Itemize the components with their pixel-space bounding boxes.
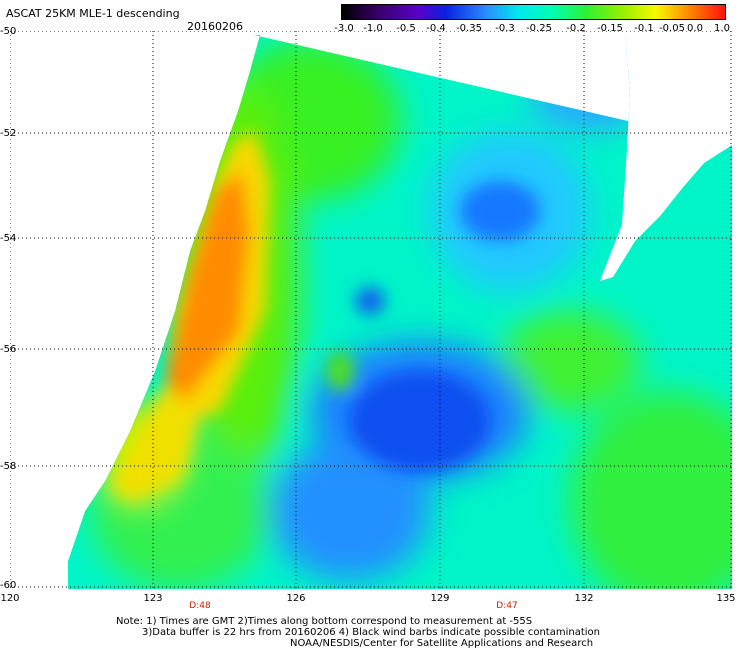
- note-line-2: 3)Data buffer is 22 hrs from 20160206 4)…: [142, 627, 600, 638]
- lon-label: 123: [143, 593, 163, 604]
- lon-label: 132: [574, 593, 594, 604]
- swath-map: [10, 31, 732, 589]
- time-label: D:48: [189, 601, 211, 611]
- graticule: [10, 31, 732, 589]
- colorbar-label: -0.5: [396, 23, 416, 34]
- lat-label: -60: [0, 580, 17, 591]
- lat-label: -56: [0, 344, 17, 355]
- note-line-1: Note: 1) Times are GMT 2)Times along bot…: [116, 616, 533, 627]
- lon-label: 129: [430, 593, 450, 604]
- lon-label: 135: [716, 593, 736, 604]
- credit-line: NOAA/NESDIS/Center for Satellite Applica…: [290, 638, 594, 649]
- colorbar-label: 0.0: [687, 23, 703, 34]
- colorbar-label: -0.2: [566, 23, 586, 34]
- colorbar-label: -3.0: [334, 23, 354, 34]
- lat-label: -50: [0, 26, 17, 37]
- lon-label: 126: [286, 593, 306, 604]
- lat-label: -58: [0, 461, 17, 472]
- colorbar-label: -1.0: [363, 23, 383, 34]
- colorbar-label: -0.05: [659, 23, 685, 34]
- no-data-west: [10, 31, 254, 589]
- lon-label: 120: [0, 593, 20, 604]
- lat-label: -54: [0, 233, 17, 244]
- product-title: ASCAT 25KM MLE-1 descending: [6, 7, 180, 20]
- colorbar-label: -0.35: [456, 23, 482, 34]
- colorbar-label: -0.4: [426, 23, 446, 34]
- colorbar-label: -0.15: [597, 23, 623, 34]
- no-data-gap: [254, 35, 732, 281]
- product-date: 20160206: [187, 20, 243, 33]
- colorbar-label: 1.0: [714, 23, 730, 34]
- colorbar-label: -0.25: [526, 23, 552, 34]
- time-label: D:47: [496, 601, 518, 611]
- lat-label: -52: [0, 128, 17, 139]
- colorbar-label: -0.3: [495, 23, 515, 34]
- colorbar-label: -0.1: [634, 23, 654, 34]
- colorbar: [341, 4, 726, 20]
